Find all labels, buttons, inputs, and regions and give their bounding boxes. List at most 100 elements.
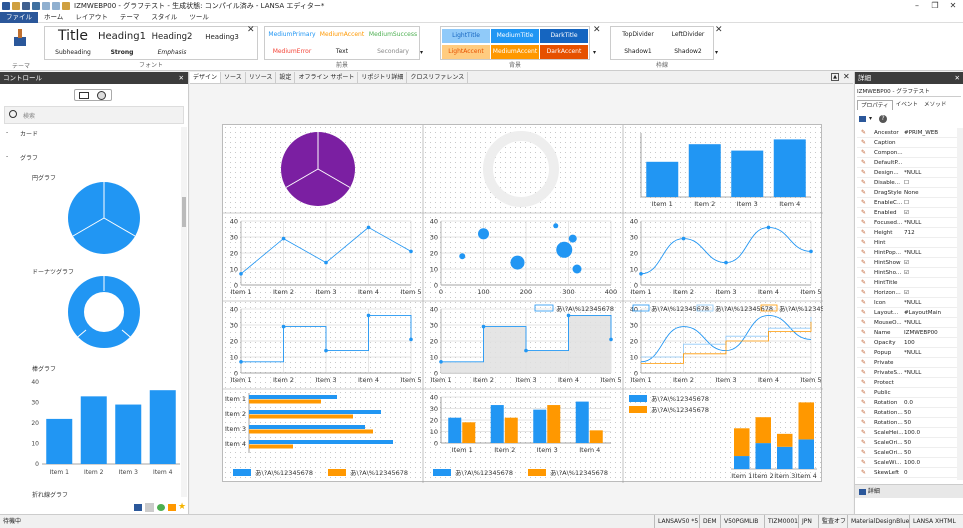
property-row[interactable]: ✎ HintSho... ☑ bbox=[857, 268, 957, 278]
desktop-icon[interactable] bbox=[79, 92, 89, 99]
property-value[interactable]: ☑ bbox=[904, 290, 910, 296]
property-row[interactable]: ✎ ScaleWi... 100.0 bbox=[857, 458, 957, 468]
bg-light-title[interactable]: LightTitle bbox=[442, 29, 490, 43]
property-value[interactable]: 50 bbox=[904, 450, 912, 456]
property-row[interactable]: ✎ EnableC... ☐ bbox=[857, 198, 957, 208]
property-row[interactable]: ✎ Rotation... 50 bbox=[857, 408, 957, 418]
property-row[interactable]: ✎ ScaleHei... 100.0 bbox=[857, 428, 957, 438]
property-value[interactable]: IZMWEBP00 bbox=[904, 330, 938, 336]
tab-events[interactable]: イベント bbox=[895, 102, 919, 108]
fg-medium-accent[interactable]: MediumAccent bbox=[319, 31, 365, 38]
pie-chart-control[interactable] bbox=[66, 180, 142, 256]
tab-methods[interactable]: メソッド bbox=[924, 102, 947, 108]
bg-light-accent[interactable]: LightAccent bbox=[442, 45, 490, 59]
property-row[interactable]: ✎ Enabled ☑ bbox=[857, 208, 957, 218]
property-row[interactable]: ✎ DragStyle None bbox=[857, 188, 957, 198]
tab-settings[interactable]: 設定 bbox=[276, 72, 296, 83]
undo-icon[interactable] bbox=[42, 2, 50, 10]
menu-theme[interactable]: テーマ bbox=[119, 12, 140, 21]
property-row[interactable]: ✎ Public bbox=[857, 388, 957, 398]
tab-offline-support[interactable]: オフライン サポート bbox=[295, 72, 359, 83]
border-gallery-dropdown-icon[interactable]: ▾ bbox=[715, 49, 719, 56]
menu-style[interactable]: スタイル bbox=[151, 12, 178, 21]
property-value[interactable]: 0.0 bbox=[904, 400, 913, 406]
font-gallery-close-icon[interactable]: ✕ bbox=[247, 25, 255, 35]
property-value[interactable]: *NULL bbox=[904, 320, 922, 326]
property-row[interactable]: ✎ ScaleOri... 50 bbox=[857, 448, 957, 458]
grid-view-icon[interactable] bbox=[859, 116, 866, 122]
property-value[interactable]: *NULL bbox=[904, 220, 922, 226]
property-value[interactable]: 50 bbox=[904, 420, 912, 426]
property-value[interactable]: #PRIM_WEB bbox=[904, 130, 939, 136]
property-row[interactable]: ✎ PrivateS... *NULL bbox=[857, 368, 957, 378]
property-row[interactable]: ✎ HintPop... *NULL bbox=[857, 248, 957, 258]
designer-close-icon[interactable]: ✕ bbox=[843, 72, 850, 81]
donut-chart-control[interactable] bbox=[66, 274, 142, 350]
restore-button[interactable]: ❐ bbox=[931, 1, 939, 10]
property-value[interactable]: 50 bbox=[904, 440, 912, 446]
font-heading2[interactable]: Heading2 bbox=[151, 32, 193, 42]
search-input[interactable]: 検索 bbox=[23, 113, 36, 120]
bg-medium-title[interactable]: MediumTitle bbox=[491, 29, 539, 43]
bg-gallery-dropdown-icon[interactable]: ▾ bbox=[593, 49, 597, 56]
property-row[interactable]: ✎ Caption bbox=[857, 138, 957, 148]
mobile-icon[interactable] bbox=[97, 91, 106, 100]
open-icon[interactable] bbox=[12, 2, 20, 10]
tab-design[interactable]: デザイン bbox=[190, 72, 222, 83]
card-collapse-icon[interactable]: - bbox=[6, 129, 9, 136]
property-value[interactable]: ☐ bbox=[904, 200, 910, 206]
property-row[interactable]: ✎ Icon *NULL bbox=[857, 298, 957, 308]
fg-medium-primary[interactable]: MediumPrimary bbox=[268, 31, 316, 38]
property-row[interactable]: ✎ Height 712 bbox=[857, 228, 957, 238]
monitor-icon[interactable] bbox=[134, 504, 142, 511]
hand-icon[interactable] bbox=[168, 504, 176, 511]
close-button[interactable]: ✕ bbox=[949, 1, 957, 10]
property-value[interactable]: 0 bbox=[904, 470, 908, 476]
property-row[interactable]: ✎ Rotation 0.0 bbox=[857, 398, 957, 408]
help-icon[interactable]: ? bbox=[879, 115, 887, 123]
details-footer[interactable]: 詳細 bbox=[855, 484, 963, 498]
property-value[interactable]: *NULL bbox=[904, 350, 922, 356]
property-value[interactable]: ☑ bbox=[904, 260, 910, 266]
font-heading1[interactable]: Heading1 bbox=[98, 31, 146, 42]
properties-scrollbar[interactable] bbox=[957, 128, 963, 480]
tab-properties[interactable]: プロパティ bbox=[857, 100, 893, 110]
property-value[interactable]: 100.0 bbox=[904, 460, 921, 466]
property-row[interactable]: ✎ HintShow ☑ bbox=[857, 258, 957, 268]
controls-scrollbar[interactable] bbox=[181, 127, 187, 497]
property-row[interactable]: ✎ Horizon... ☑ bbox=[857, 288, 957, 298]
component-selector[interactable]: IZMWEBP00 - グラフテスト bbox=[857, 87, 961, 97]
maximize-designer-icon[interactable]: ▲ bbox=[831, 73, 839, 81]
folder-icon[interactable] bbox=[62, 2, 70, 10]
tab-resources[interactable]: リソース bbox=[246, 72, 277, 83]
property-value[interactable]: *NULL bbox=[904, 250, 922, 256]
property-row[interactable]: ✎ ScaleOri... 50 bbox=[857, 438, 957, 448]
property-row[interactable]: ✎ Rotation... 50 bbox=[857, 418, 957, 428]
fg-gallery-dropdown-icon[interactable]: ▾ bbox=[420, 49, 424, 56]
tab-cross-reference[interactable]: クロスリファレンス bbox=[407, 72, 469, 83]
bg-dark-title[interactable]: DarkTitle bbox=[540, 29, 588, 43]
card-section-label[interactable]: カード bbox=[20, 131, 39, 138]
property-row[interactable]: ✎ Protect bbox=[857, 378, 957, 388]
property-row[interactable]: ✎ Focused... *NULL bbox=[857, 218, 957, 228]
property-row[interactable]: ✎ Name IZMWEBP00 bbox=[857, 328, 957, 338]
menu-home[interactable]: ホーム bbox=[44, 12, 64, 21]
graph-section-label[interactable]: グラフ bbox=[20, 155, 39, 162]
property-value[interactable]: 100 bbox=[904, 340, 915, 346]
property-value[interactable]: *NULL bbox=[904, 170, 922, 176]
property-row[interactable]: ✎ Compon... bbox=[857, 148, 957, 158]
property-value[interactable]: None bbox=[904, 190, 919, 196]
star-icon[interactable]: ★ bbox=[178, 502, 187, 512]
font-emphasis[interactable]: Emphasis bbox=[157, 49, 187, 56]
property-row[interactable]: ✎ Opacity 100 bbox=[857, 338, 957, 348]
fg-medium-success[interactable]: MediumSuccess bbox=[368, 31, 418, 38]
refresh-icon[interactable] bbox=[157, 504, 165, 511]
details-panel-close-icon[interactable]: ✕ bbox=[954, 74, 960, 82]
fg-medium-error[interactable]: MediumError bbox=[272, 48, 312, 55]
fg-text[interactable]: Text bbox=[335, 48, 349, 55]
property-row[interactable]: ✎ Disable... ☐ bbox=[857, 178, 957, 188]
controls-panel-close-icon[interactable]: ✕ bbox=[178, 74, 184, 82]
menu-layout[interactable]: レイアウト bbox=[75, 12, 108, 21]
sort-dropdown-icon[interactable]: ▾ bbox=[869, 115, 873, 122]
